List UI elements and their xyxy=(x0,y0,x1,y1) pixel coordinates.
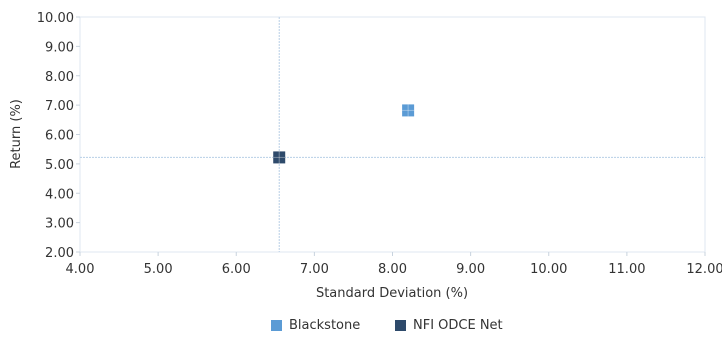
y-tick-label: 6.00 xyxy=(45,129,74,144)
y-tick-label: 3.00 xyxy=(45,217,74,232)
legend-item-blackstone[interactable]: Blackstone xyxy=(271,318,360,333)
y-tick-label: 9.00 xyxy=(45,40,74,55)
legend-swatch-nfi-odce-net xyxy=(395,320,406,331)
legend-label: Blackstone xyxy=(289,318,361,333)
legend-label: NFI ODCE Net xyxy=(413,318,503,333)
point-nfi-odce-net[interactable] xyxy=(273,151,286,164)
legend-swatch-blackstone xyxy=(271,320,282,331)
y-tick-label: 2.00 xyxy=(45,246,74,261)
x-axis-ticks: 4.00 5.00 6.00 7.00 8.00 9.00 10.00 11.00 12.00 xyxy=(66,252,722,277)
x-tick-label: 6.00 xyxy=(222,262,251,277)
y-tick-label: 5.00 xyxy=(45,158,74,173)
x-tick-label: 5.00 xyxy=(144,262,173,277)
x-tick-label: 7.00 xyxy=(300,262,329,277)
data-points xyxy=(273,104,415,164)
x-tick-label: 12.00 xyxy=(686,262,722,277)
y-tick-label: 10.00 xyxy=(37,11,74,26)
reference-lines xyxy=(80,17,705,252)
x-axis-label: Standard Deviation (%) xyxy=(316,286,468,301)
y-tick-label: 8.00 xyxy=(45,70,74,85)
legend: Blackstone NFI ODCE Net xyxy=(0,318,722,338)
y-tick-label: 4.00 xyxy=(45,187,74,202)
x-tick-label: 11.00 xyxy=(608,262,645,277)
y-axis-ticks: 2.00 3.00 4.00 5.00 6.00 7.00 8.00 9.00 10.00 xyxy=(37,11,80,261)
x-tick-label: 10.00 xyxy=(530,262,567,277)
y-tick-label: 7.00 xyxy=(45,99,74,114)
legend-item-nfi-odce-net[interactable]: NFI ODCE Net xyxy=(395,318,503,333)
plot-area xyxy=(79,16,706,253)
y-axis-label: Return (%) xyxy=(9,99,24,169)
point-blackstone[interactable] xyxy=(402,104,415,117)
x-tick-label: 9.00 xyxy=(456,262,485,277)
x-tick-label: 4.00 xyxy=(66,262,95,277)
x-tick-label: 8.00 xyxy=(378,262,407,277)
